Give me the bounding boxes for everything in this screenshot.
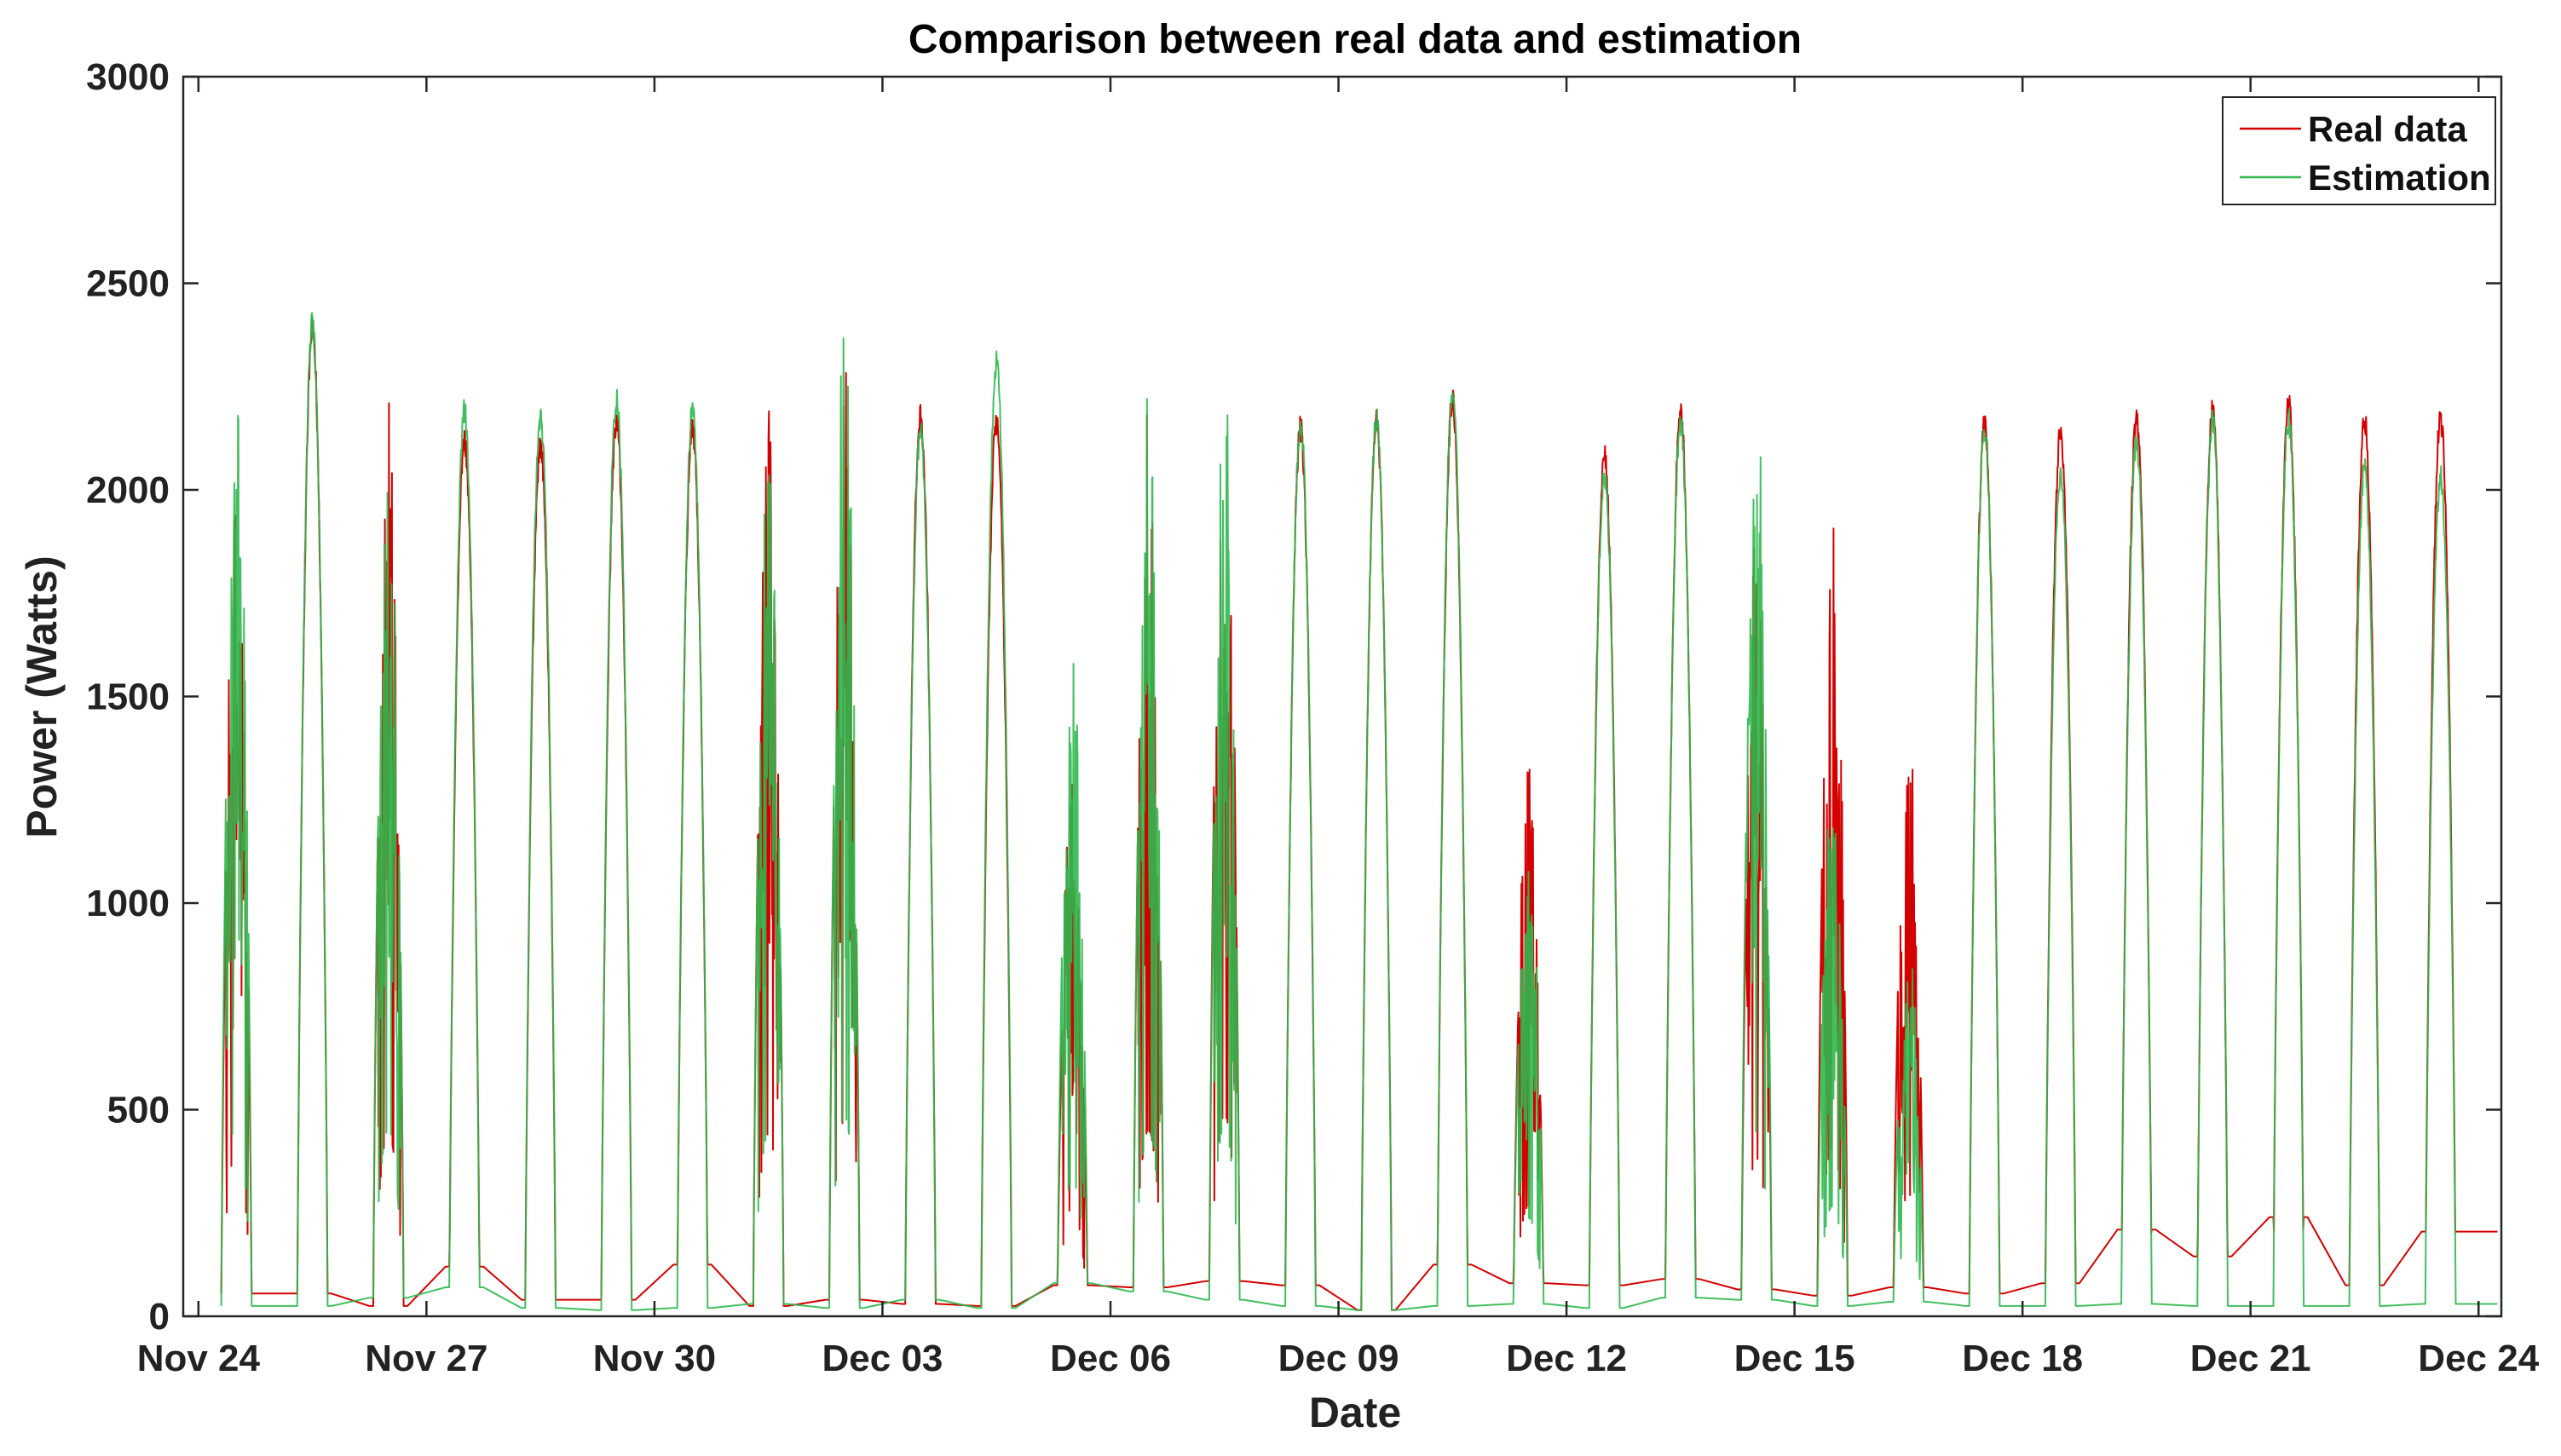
y-tick-label: 500 xyxy=(107,1090,170,1131)
y-axis: 0 500 1000 1500 2000 2500 3000 xyxy=(86,56,2501,1338)
x-tick-label: Dec 18 xyxy=(1962,1338,2083,1379)
x-tick-label: Dec 09 xyxy=(1278,1338,1399,1379)
y-tick-label: 1000 xyxy=(86,883,170,924)
x-tick-label: Dec 03 xyxy=(822,1338,943,1379)
y-tick-label: 2500 xyxy=(86,263,170,305)
x-tick-label: Dec 12 xyxy=(1506,1338,1627,1379)
legend-box xyxy=(2222,96,2496,205)
y-tick-label: 0 xyxy=(149,1296,170,1338)
x-tick-label: Dec 15 xyxy=(1734,1338,1855,1379)
x-axis: Nov 24 Nov 27 Nov 30 Dec 03 Dec 06 Dec 09 Dec … xyxy=(137,77,2540,1379)
x-tick-label: Dec 24 xyxy=(2418,1338,2539,1379)
x-tick-label: Nov 30 xyxy=(593,1338,716,1379)
y-tick-label: 1500 xyxy=(86,676,170,718)
x-tick-label: Dec 21 xyxy=(2190,1338,2311,1379)
series-line-estimation xyxy=(220,312,2498,1311)
x-tick-label: Nov 24 xyxy=(137,1338,261,1379)
x-axis-label: Date xyxy=(1309,1389,1401,1436)
y-tick-label: 2000 xyxy=(86,469,170,511)
legend-label-real-data: Real data xyxy=(2308,109,2467,149)
y-tick-label: 3000 xyxy=(86,56,170,98)
chart-title: Comparison between real data and estimat… xyxy=(908,17,1802,62)
y-axis-label: Power (Watts) xyxy=(18,555,66,838)
legend-label-estimation: Estimation xyxy=(2308,158,2491,198)
plot-series-layer xyxy=(220,312,2498,1311)
x-tick-label: Nov 27 xyxy=(365,1338,487,1379)
legend: Real data Estimation xyxy=(2222,96,2496,205)
x-tick-label: Dec 06 xyxy=(1050,1338,1171,1379)
